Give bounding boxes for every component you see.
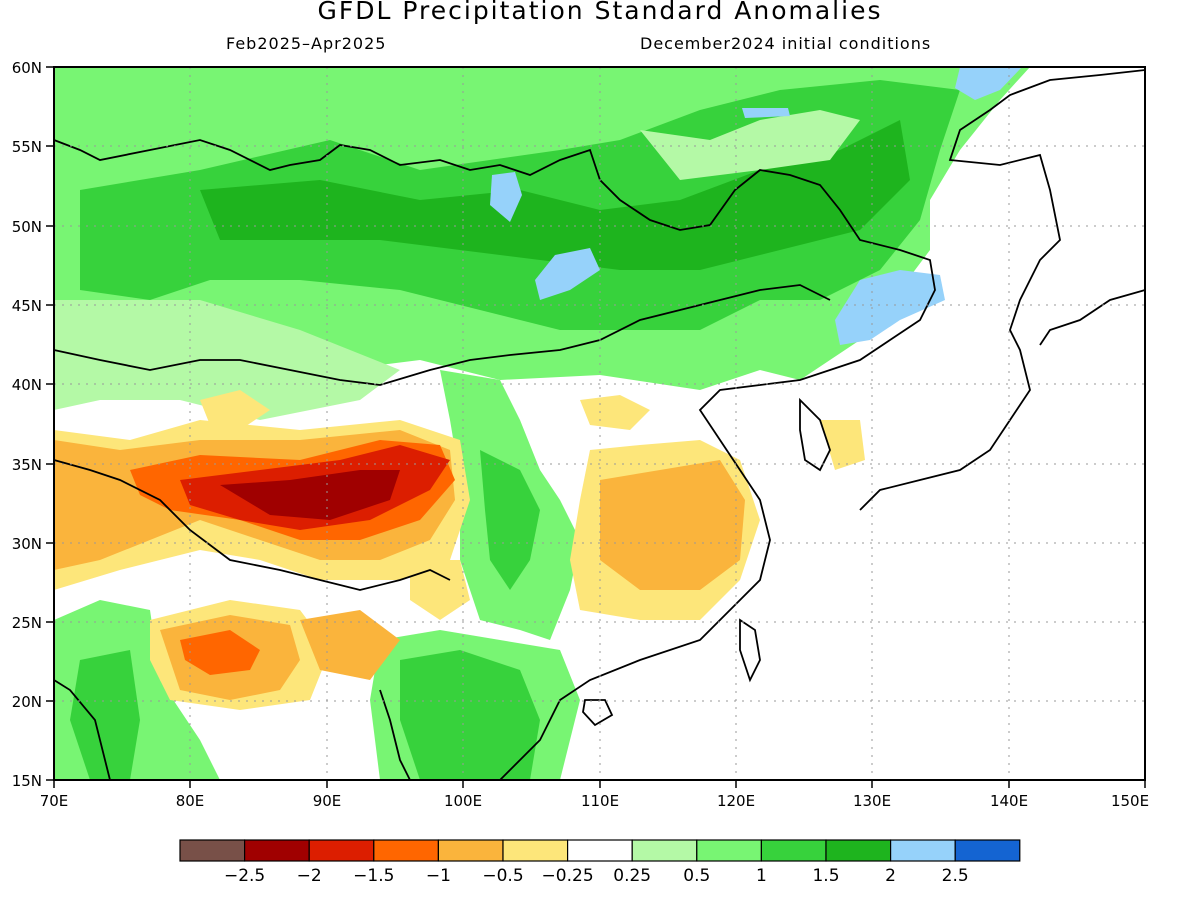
colorbar-label: 0.5	[683, 866, 711, 886]
lon-label: 140E	[990, 792, 1028, 810]
graticule	[54, 67, 1145, 780]
colorbar-label: −0.5	[482, 866, 524, 886]
colorbar-label: 2	[885, 866, 897, 886]
colorbar-swatch	[437, 839, 504, 862]
colorbar	[179, 839, 1021, 862]
longitude-ticks	[53, 780, 1146, 788]
lon-label: 150E	[1111, 792, 1149, 810]
coastlines	[53, 69, 1146, 781]
initial-conditions: December2024 initial conditions	[640, 34, 932, 53]
colorbar-label: −2.5	[223, 866, 266, 886]
lon-label: 70E	[40, 792, 69, 810]
colorbar-swatch	[244, 839, 310, 862]
lat-label: 35N	[12, 456, 42, 474]
colorbar-label: 1.5	[812, 866, 840, 886]
colorbar-label: 2.5	[941, 866, 969, 886]
lon-label: 130E	[853, 792, 891, 810]
colorbar-label: −1.5	[353, 866, 395, 886]
latitude-labels: 60N 55N 50N 45N 40N 35N 30N 25N 20N 15N	[12, 59, 42, 790]
colorbar-swatch	[889, 839, 956, 862]
lon-label: 110E	[581, 792, 619, 810]
lat-label: 30N	[12, 535, 42, 553]
colorbar-swatch	[954, 839, 1021, 862]
lon-label: 80E	[176, 792, 205, 810]
lat-label: 60N	[12, 59, 42, 77]
lat-label: 45N	[12, 297, 42, 315]
colorbar-swatch	[760, 839, 827, 862]
anomaly-field	[54, 67, 1145, 780]
map-title: GFDL Precipitation Standard Anomalies	[317, 0, 883, 25]
colorbar-label: −1	[425, 866, 451, 886]
colorbar-label: 0.25	[613, 866, 652, 886]
colorbar-swatch	[566, 839, 633, 862]
colorbar-swatch	[308, 839, 375, 862]
lat-label: 15N	[12, 772, 42, 790]
longitude-labels: 70E 80E 90E 100E 110E 120E 130E 140E 150…	[40, 792, 1149, 810]
lat-label: 55N	[12, 138, 42, 156]
lat-label: 50N	[12, 218, 42, 236]
colorbar-swatch	[502, 839, 569, 862]
colorbar-label: −2	[296, 866, 322, 886]
lon-label: 90E	[313, 792, 342, 810]
colorbar-swatch	[631, 839, 698, 862]
colorbar-swatch	[696, 839, 762, 862]
lon-label: 100E	[444, 792, 482, 810]
colorbar-swatch	[373, 839, 439, 862]
lon-label: 120E	[717, 792, 755, 810]
colorbar-label: −0.25	[541, 866, 594, 886]
lat-label: 25N	[12, 614, 42, 632]
lat-label: 40N	[12, 376, 42, 394]
forecast-period: Feb2025–Apr2025	[226, 34, 387, 53]
colorbar-label: 1	[755, 866, 767, 886]
latitude-ticks	[46, 66, 54, 781]
colorbar-swatch	[179, 839, 246, 862]
lat-label: 20N	[12, 693, 42, 711]
colorbar-swatch	[825, 839, 892, 862]
